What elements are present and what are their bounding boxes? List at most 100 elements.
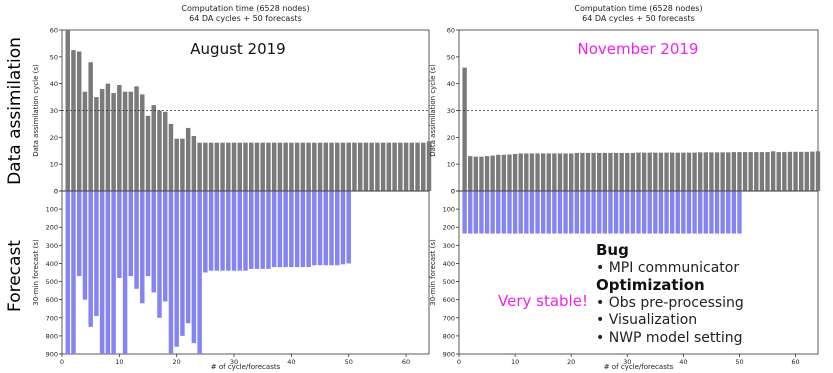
da-y-tick-label: 0	[54, 188, 58, 196]
da-bar	[409, 142, 415, 191]
da-bar	[737, 152, 742, 191]
forecast-y-axis-label: 30-min forecast (s)	[429, 239, 437, 306]
forecast-bar	[105, 191, 111, 354]
da-bar	[597, 152, 602, 191]
da-bar	[804, 151, 809, 191]
da-bar	[507, 154, 512, 191]
forecast-bar	[490, 191, 495, 234]
forecast-bar	[720, 191, 725, 234]
da-bar	[479, 156, 484, 191]
da-bar	[462, 67, 467, 191]
da-bar	[122, 91, 128, 191]
da-bar	[254, 142, 260, 191]
optimization-item: NWP model setting	[596, 330, 744, 348]
x-tick-label: 50	[735, 358, 743, 366]
da-bar	[117, 85, 122, 191]
da-bar	[501, 154, 507, 191]
da-bar	[289, 142, 294, 191]
forecast-bar	[65, 191, 70, 354]
x-tick-label: 30	[230, 358, 238, 366]
forecast-bar	[484, 191, 490, 234]
da-bar	[608, 152, 613, 191]
x-tick-label: 0	[60, 358, 64, 366]
da-bar	[312, 142, 317, 191]
forecast-y-tick-label: 700	[46, 314, 58, 322]
da-bar	[294, 142, 300, 191]
da-bar	[88, 62, 93, 192]
da-bar	[748, 152, 753, 191]
chart-title-line-2: 64 DA cycles + 50 forecasts	[582, 14, 695, 23]
forecast-bar	[669, 191, 675, 234]
forecast-bar	[540, 191, 546, 234]
da-bar	[770, 151, 776, 191]
da-bar	[346, 142, 351, 191]
da-y-tick-label: 30	[50, 107, 58, 115]
forecast-bar	[535, 191, 540, 234]
da-bar	[563, 153, 568, 191]
da-bar	[357, 142, 363, 191]
forecast-bar	[151, 191, 156, 293]
forecast-y-tick-label: 0	[451, 188, 455, 196]
da-bar	[426, 141, 432, 191]
forecast-bar	[546, 191, 551, 234]
bug-heading: Bug	[596, 241, 629, 259]
da-bar	[94, 97, 99, 191]
da-bar	[151, 105, 156, 191]
da-bar	[340, 142, 346, 191]
forecast-bar	[71, 191, 76, 354]
forecast-bar	[681, 191, 686, 234]
da-bar	[191, 135, 197, 191]
da-bar	[518, 153, 523, 191]
forecast-y-tick-label: 500	[46, 278, 58, 286]
da-bar	[248, 142, 254, 191]
forecast-bar	[468, 191, 473, 234]
da-bar	[162, 111, 168, 191]
da-bar	[335, 142, 340, 191]
x-tick-label: 60	[402, 358, 410, 366]
da-bar	[421, 142, 426, 191]
da-bar	[540, 153, 546, 191]
da-bar	[128, 91, 134, 191]
da-bar	[726, 152, 731, 191]
da-bar	[798, 151, 804, 191]
forecast-y-tick-label: 400	[46, 260, 58, 268]
forecast-bar	[260, 191, 265, 269]
forecast-bar	[226, 191, 231, 271]
forecast-bar	[168, 191, 174, 354]
chart-title-line-1: Computation time (6528 nodes)	[181, 4, 309, 13]
forecast-bar	[636, 191, 641, 234]
da-bar	[731, 152, 737, 191]
da-bar	[793, 151, 798, 191]
forecast-bar	[220, 191, 225, 271]
forecast-label-text: Forecast	[5, 240, 25, 312]
da-bar	[243, 142, 248, 191]
forecast-y-tick-label: 800	[443, 332, 455, 340]
forecast-bar	[94, 191, 99, 316]
x-tick-label: 20	[567, 358, 575, 366]
da-bar	[237, 142, 243, 191]
da-bar	[271, 142, 277, 191]
forecast-bar	[117, 191, 122, 278]
forecast-bar	[608, 191, 613, 234]
da-bar	[776, 152, 781, 191]
da-bar	[535, 153, 540, 191]
forecast-y-tick-label: 700	[443, 314, 455, 322]
da-bar	[317, 142, 323, 191]
forecast-bar	[641, 191, 647, 234]
x-tick-label: 10	[511, 358, 519, 366]
forecast-bar	[591, 191, 596, 234]
x-tick-label: 40	[679, 358, 687, 366]
da-bar	[214, 142, 220, 191]
notes-panel: Bug MPI communicator Optimization Obs pr…	[596, 241, 744, 348]
forecast-bar	[214, 191, 220, 271]
chart-title-line-1: Computation time (6528 nodes)	[574, 4, 702, 13]
forecast-bar	[568, 191, 574, 234]
da-bar	[754, 152, 759, 191]
forecast-bar	[462, 191, 467, 234]
da-bar	[720, 152, 725, 191]
forecast-bar	[714, 191, 720, 234]
forecast-bar	[501, 191, 507, 234]
da-bar	[99, 89, 105, 191]
forecast-y-tick-label: 300	[46, 242, 58, 250]
forecast-bar	[597, 191, 602, 234]
